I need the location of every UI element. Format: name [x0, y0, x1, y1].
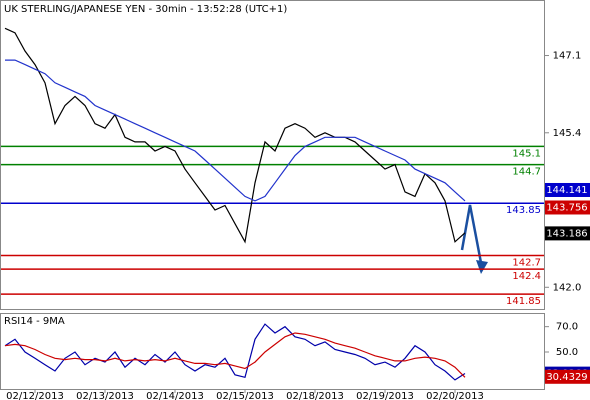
x-tick-label: 02/19/2013 [356, 391, 414, 400]
level-label: 145.1 [512, 148, 541, 159]
forecast-arrowhead [476, 260, 488, 274]
y-tick-label: 142.0 [553, 282, 582, 293]
level-label: 144.7 [512, 167, 541, 178]
value-box [545, 182, 590, 197]
x-tick-label: 02/18/2013 [286, 391, 344, 400]
value-box-label: 30.4329 [546, 372, 587, 383]
series-line [5, 59, 466, 202]
rsi-title: RSI14 - 9MA [4, 316, 65, 327]
y-tick-label: 145.4 [553, 128, 582, 139]
level-label: 142.4 [512, 271, 541, 282]
x-tick-label: 02/20/2013 [426, 391, 484, 400]
y-tick-label: 50.0 [556, 347, 578, 358]
value-box [545, 200, 590, 215]
rsi-pane [0, 313, 545, 390]
series-line [4, 332, 466, 378]
x-tick-label: 02/15/2013 [216, 391, 274, 400]
series-line [4, 323, 466, 381]
series-line [4, 27, 466, 244]
value-box [545, 226, 590, 241]
y-tick-label: 70.0 [556, 322, 578, 333]
value-box-label: 144.141 [546, 185, 587, 196]
value-box-label: 143.756 [546, 202, 587, 213]
price-pane [0, 0, 545, 310]
value-box [545, 369, 590, 384]
value-box-label: 143.186 [546, 228, 587, 239]
chart-title: UK STERLING/JAPANESE YEN - 30min - 13:52… [4, 4, 287, 15]
level-label: 142.7 [512, 257, 541, 268]
forecast-arrow [460, 204, 484, 269]
level-label: 143.85 [506, 205, 541, 216]
x-tick-label: 02/12/2013 [6, 391, 64, 400]
y-tick-label: 147.1 [553, 51, 582, 62]
level-label: 141.85 [506, 296, 541, 307]
x-tick-label: 02/13/2013 [76, 391, 134, 400]
x-tick-label: 02/14/2013 [146, 391, 204, 400]
